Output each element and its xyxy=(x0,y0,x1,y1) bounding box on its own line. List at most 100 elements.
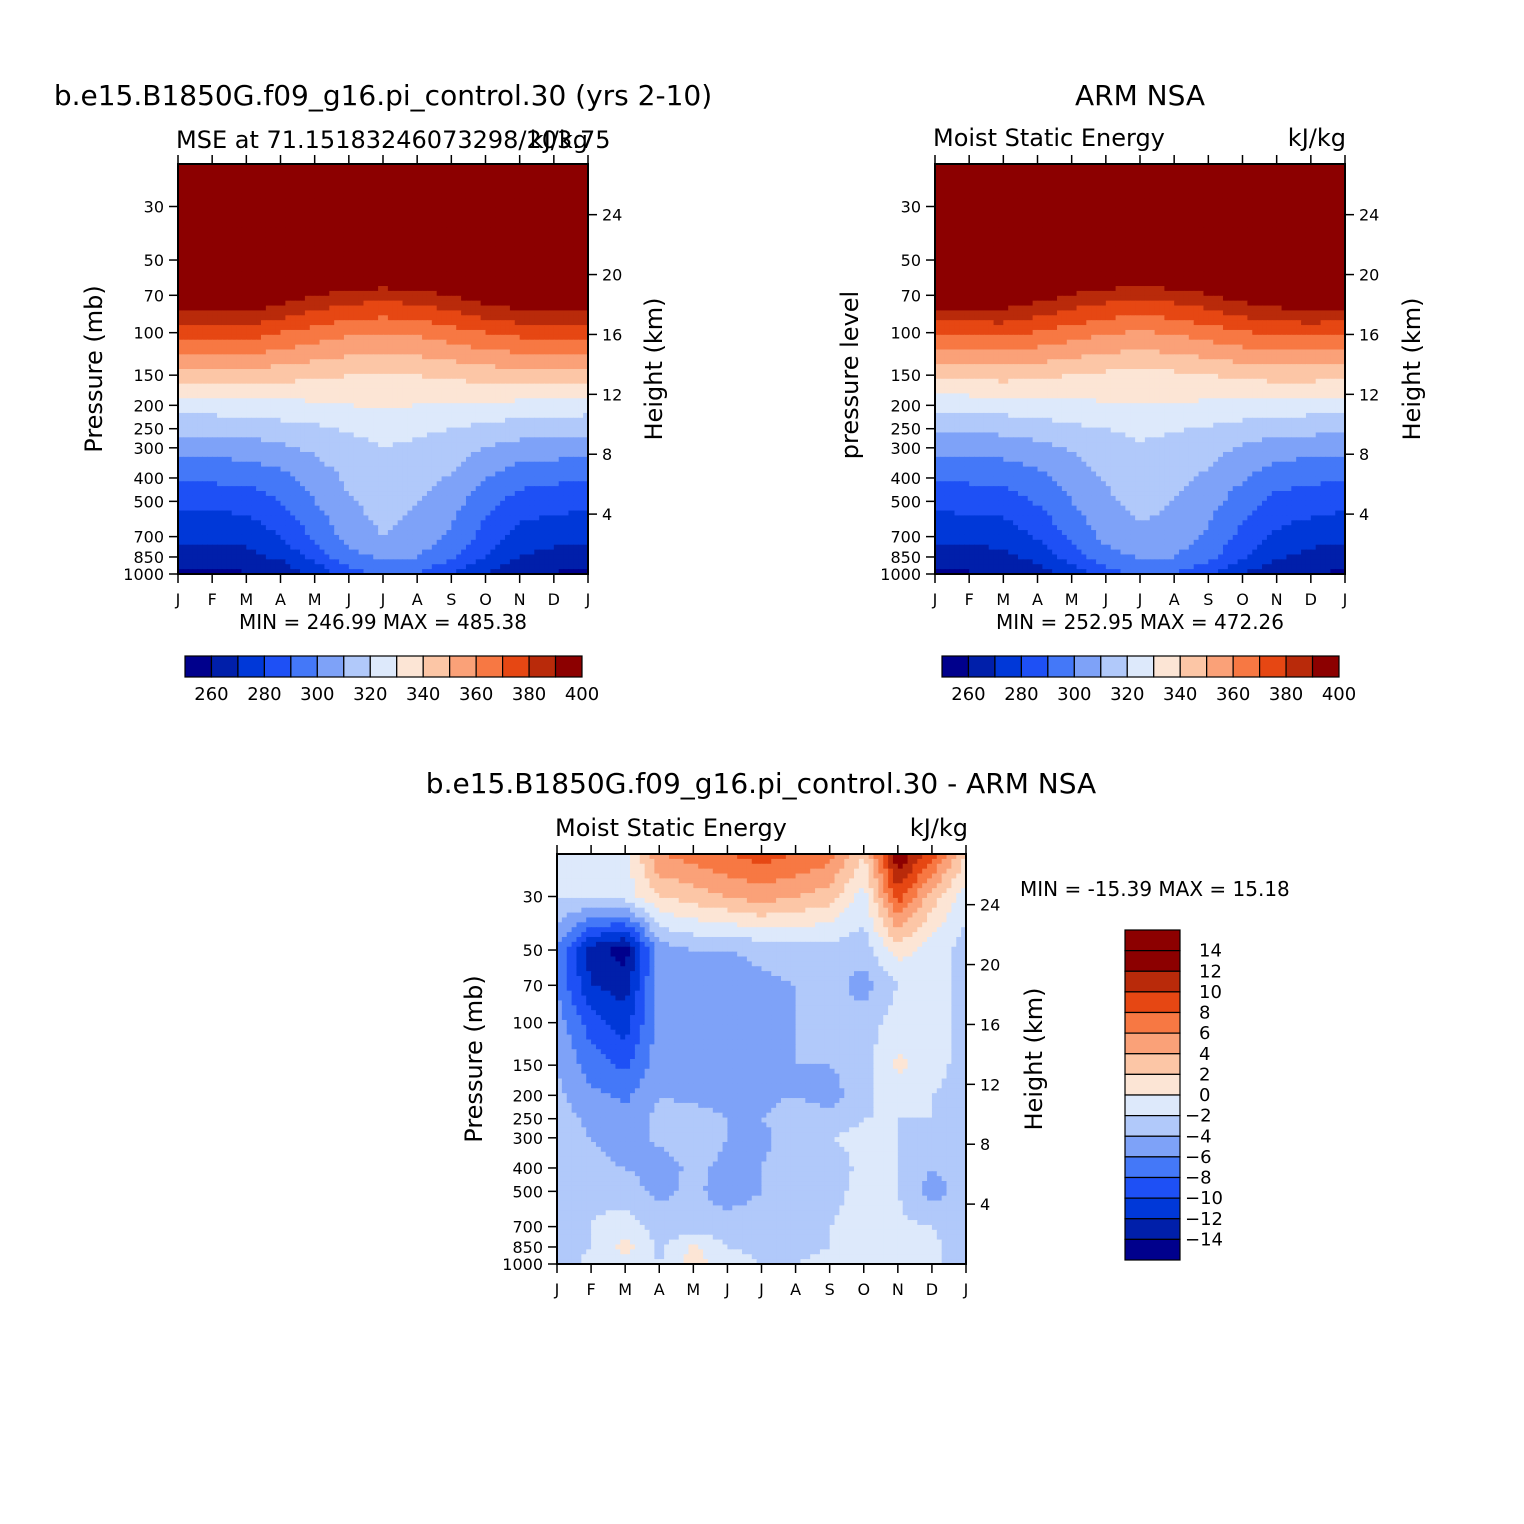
field-cell xyxy=(339,276,345,282)
field-cell xyxy=(353,212,360,219)
field-cell xyxy=(544,427,550,434)
field-cell xyxy=(383,266,389,272)
field-cell xyxy=(246,178,252,185)
field-cell xyxy=(387,193,394,199)
field-cell xyxy=(568,305,574,312)
field-cell xyxy=(343,246,350,253)
field-cell xyxy=(236,359,243,365)
field-cell xyxy=(402,178,408,185)
field-cell xyxy=(441,349,448,355)
field-cell xyxy=(465,222,472,229)
field-cell xyxy=(265,271,272,277)
field-cell xyxy=(465,315,472,321)
field-cell xyxy=(309,246,316,253)
field-cell xyxy=(480,188,487,194)
field-cell xyxy=(309,222,316,229)
field-cell xyxy=(241,329,247,336)
field-cell xyxy=(295,310,301,316)
field-cell xyxy=(417,164,423,170)
field-cell xyxy=(470,305,477,312)
field-cell xyxy=(246,427,252,434)
field-cell xyxy=(397,217,404,224)
field-cell xyxy=(324,378,330,385)
field-cell xyxy=(363,403,369,409)
field-cell xyxy=(456,300,462,307)
field-cell xyxy=(583,393,589,399)
field-cell xyxy=(290,237,296,243)
field-cell xyxy=(319,451,326,458)
field-cell xyxy=(309,164,316,170)
field-cell xyxy=(226,442,233,448)
field-cell xyxy=(260,188,267,194)
field-cell xyxy=(246,378,252,385)
field-cell xyxy=(343,300,350,307)
field-cell xyxy=(485,207,491,214)
field-cell xyxy=(436,329,443,336)
field-cell xyxy=(485,369,491,375)
field-cell xyxy=(202,290,208,297)
field-cell xyxy=(212,393,218,399)
field-cell xyxy=(207,334,213,341)
field-cell xyxy=(231,237,238,243)
field-cell xyxy=(485,193,491,199)
field-cell xyxy=(348,164,355,170)
field-cell xyxy=(182,222,189,229)
field-cell xyxy=(319,393,326,399)
field-cell xyxy=(475,276,482,282)
field-cell xyxy=(221,412,228,419)
field-cell xyxy=(505,408,511,414)
field-cell xyxy=(231,344,238,351)
field-cell xyxy=(368,168,374,175)
field-cell xyxy=(202,393,208,399)
field-cell xyxy=(568,193,574,199)
field-cell xyxy=(417,378,423,385)
field-cell xyxy=(548,315,555,321)
field-cell xyxy=(256,173,262,180)
field-cell xyxy=(207,193,213,199)
field-cell xyxy=(407,315,413,321)
field-cell xyxy=(446,251,452,258)
field-cell xyxy=(514,286,521,292)
field-cell xyxy=(407,354,413,360)
field-cell xyxy=(397,373,404,380)
field-cell xyxy=(417,232,423,238)
field-cell xyxy=(422,417,428,424)
field-cell xyxy=(295,398,301,404)
field-cell xyxy=(246,290,252,297)
field-cell xyxy=(300,242,306,248)
field-cell xyxy=(558,364,565,370)
field-cell xyxy=(295,203,301,209)
field-cell xyxy=(383,286,389,292)
field-cell xyxy=(417,310,423,316)
field-cell xyxy=(392,349,399,355)
field-cell xyxy=(480,251,487,258)
field-cell xyxy=(202,398,208,404)
field-cell xyxy=(480,442,487,448)
field-cell xyxy=(568,188,574,194)
field-cell xyxy=(505,447,511,453)
field-cell xyxy=(343,432,350,438)
field-cell xyxy=(295,344,301,351)
field-cell xyxy=(187,349,194,355)
field-cell xyxy=(295,305,301,312)
field-cell xyxy=(422,164,428,170)
field-cell xyxy=(309,432,316,438)
field-cell xyxy=(280,359,286,365)
field-cell xyxy=(373,344,379,351)
field-cell xyxy=(334,251,340,258)
field-cell xyxy=(402,344,408,351)
field-cell xyxy=(319,237,326,243)
field-cell xyxy=(500,408,506,414)
field-cell xyxy=(573,286,579,292)
field-cell xyxy=(456,315,462,321)
field-cell xyxy=(509,173,516,180)
field-cell xyxy=(422,398,428,404)
field-cell xyxy=(339,242,345,248)
field-cell xyxy=(378,325,384,331)
field-cell xyxy=(207,232,213,238)
field-cell xyxy=(373,393,379,399)
field-cell xyxy=(436,349,443,355)
field-cell xyxy=(270,286,277,292)
field-cell xyxy=(314,432,321,438)
field-cell xyxy=(480,207,487,214)
